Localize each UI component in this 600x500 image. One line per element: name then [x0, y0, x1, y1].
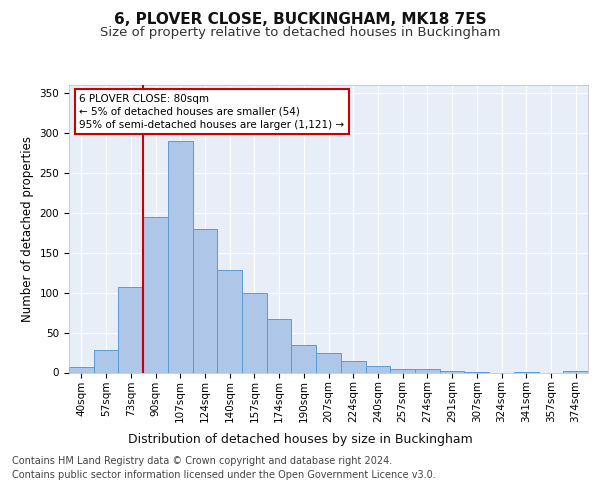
Bar [69, 367, 94, 372]
Bar [242, 292, 267, 372]
Text: 6 PLOVER CLOSE: 80sqm
← 5% of detached houses are smaller (54)
95% of semi-detac: 6 PLOVER CLOSE: 80sqm ← 5% of detached h… [79, 94, 344, 130]
Bar [267, 319, 292, 372]
Bar [193, 229, 217, 372]
Bar [94, 350, 118, 372]
Text: 6, PLOVER CLOSE, BUCKINGHAM, MK18 7ES: 6, PLOVER CLOSE, BUCKINGHAM, MK18 7ES [113, 12, 487, 28]
Bar [415, 370, 440, 372]
Y-axis label: Number of detached properties: Number of detached properties [21, 136, 34, 322]
Text: Distribution of detached houses by size in Buckingham: Distribution of detached houses by size … [128, 432, 472, 446]
Bar [390, 368, 415, 372]
Text: Contains public sector information licensed under the Open Government Licence v3: Contains public sector information licen… [12, 470, 436, 480]
Bar [168, 141, 193, 372]
Bar [563, 371, 588, 372]
Bar [217, 270, 242, 372]
Bar [440, 371, 464, 372]
Text: Size of property relative to detached houses in Buckingham: Size of property relative to detached ho… [100, 26, 500, 39]
Bar [143, 217, 168, 372]
Bar [341, 360, 365, 372]
Bar [292, 344, 316, 372]
Bar [365, 366, 390, 372]
Bar [316, 352, 341, 372]
Bar [118, 287, 143, 372]
Text: Contains HM Land Registry data © Crown copyright and database right 2024.: Contains HM Land Registry data © Crown c… [12, 456, 392, 466]
